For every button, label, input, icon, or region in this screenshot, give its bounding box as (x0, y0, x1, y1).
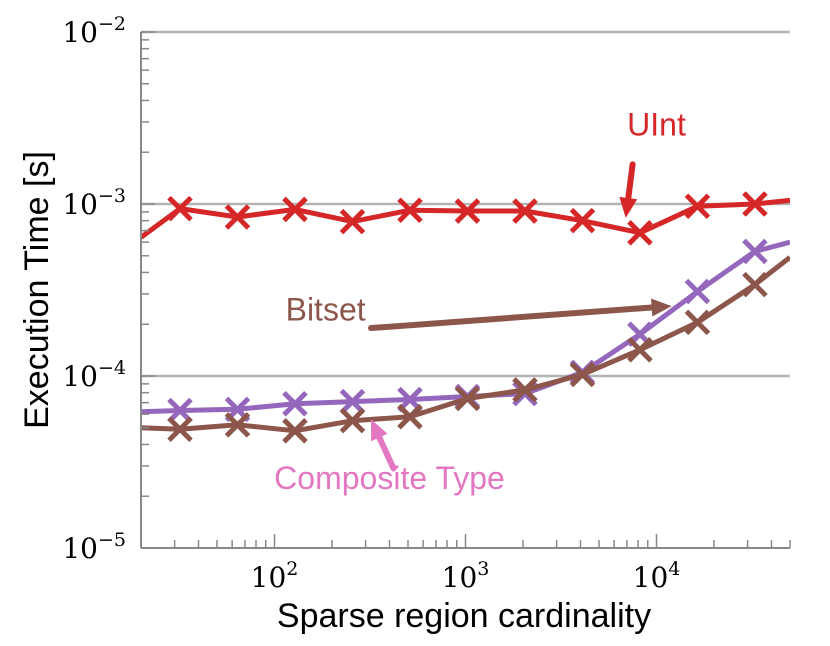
marker-stroke (282, 196, 308, 223)
marker-stroke (742, 191, 768, 217)
tick-base: 10 (633, 561, 669, 594)
marker-stroke (282, 418, 308, 444)
tick-exponent: 3 (477, 558, 489, 580)
data-point-marker (742, 271, 768, 298)
y-tick-label: 10−4 (62, 357, 126, 393)
marker-stroke (684, 193, 711, 220)
tick-exponent: −4 (98, 357, 126, 379)
tick-base: 10 (62, 532, 98, 565)
marker-stroke (742, 271, 768, 298)
marker-stroke (684, 309, 711, 336)
marker-stroke (512, 198, 538, 224)
data-point-marker (627, 337, 653, 363)
data-point-marker (627, 220, 653, 246)
data-point-marker (282, 418, 308, 444)
data-point-marker (339, 407, 366, 434)
tick-exponent: 2 (286, 558, 298, 580)
x-tick-label: 104 (633, 558, 681, 594)
annotation-arrow-head (651, 298, 672, 317)
data-point-marker (397, 197, 423, 223)
marker-stroke (397, 403, 423, 430)
y-tick-label: 10−2 (62, 13, 126, 49)
data-point-marker (454, 198, 481, 224)
marker-stroke (397, 197, 423, 223)
marker-stroke (167, 416, 193, 443)
tick-base: 10 (62, 360, 98, 393)
marker-stroke (569, 207, 596, 234)
tick-exponent: −2 (98, 13, 126, 35)
tick-exponent: 4 (668, 558, 680, 580)
annotation-label: UInt (627, 107, 686, 143)
marker-stroke (282, 390, 308, 417)
annotation-arrow-shaft (376, 434, 397, 472)
series-layer (141, 191, 790, 444)
data-point-marker (282, 390, 308, 417)
tick-base: 10 (62, 16, 98, 49)
tick-base: 10 (442, 561, 478, 594)
tick-base: 10 (251, 561, 287, 594)
gridlines (141, 30, 790, 378)
y-tick-label: 10−3 (62, 185, 126, 221)
marker-stroke (627, 220, 653, 246)
annotation-label: Bitset (286, 292, 366, 328)
tick-base: 10 (62, 188, 98, 221)
marker-stroke (684, 278, 711, 305)
data-point-marker (569, 361, 596, 388)
data-point-marker (684, 309, 711, 336)
tick-exponent: −3 (98, 185, 126, 207)
marker-stroke (454, 198, 481, 224)
series-bitset (141, 255, 790, 444)
data-point-marker (224, 412, 251, 438)
data-point-marker (282, 196, 308, 223)
annotation-arrow-head (619, 196, 638, 218)
x-axis-title: Sparse region cardinality (277, 597, 651, 635)
data-point-marker (512, 377, 538, 403)
tick-exponent: −5 (98, 529, 126, 551)
annotation-uint: UInt (619, 107, 686, 218)
data-point-marker (397, 403, 423, 430)
y-axis-title: Execution Time [s] (18, 151, 56, 429)
marker-stroke (569, 361, 596, 388)
data-point-marker (167, 416, 193, 443)
series-uint (141, 191, 790, 246)
x-tick-label: 102 (251, 558, 299, 594)
data-point-marker (224, 204, 251, 230)
marker-stroke (742, 238, 768, 265)
data-point-marker (742, 191, 768, 217)
marker-stroke (512, 377, 538, 403)
data-point-marker (569, 207, 596, 234)
marker-stroke (627, 337, 653, 363)
marker-stroke (339, 407, 366, 434)
data-point-marker (454, 385, 481, 412)
data-point-marker (339, 208, 366, 235)
marker-stroke (454, 385, 481, 412)
annotation-composite-type: Composite Type (274, 419, 505, 496)
data-point-marker (339, 388, 366, 415)
y-tick-label: 10−5 (62, 529, 126, 565)
annotations: UInt Bitset Composite Type (274, 107, 686, 497)
x-tick-label: 103 (442, 558, 490, 594)
data-point-marker (742, 238, 768, 265)
marker-stroke (339, 388, 366, 415)
marker-stroke (167, 397, 193, 424)
marker-stroke (167, 195, 193, 222)
data-point-marker (512, 198, 538, 224)
data-point-marker (684, 278, 711, 305)
data-point-marker (167, 195, 193, 222)
marker-stroke (339, 208, 366, 235)
data-point-marker (167, 397, 193, 424)
marker-stroke (224, 204, 251, 230)
annotation-arrow-shaft (625, 161, 636, 202)
data-point-marker (684, 193, 711, 220)
annotation-arrow-shaft (367, 304, 655, 332)
annotation-arrow-head (370, 419, 388, 442)
annotation-bitset: Bitset (286, 292, 672, 332)
marker-stroke (224, 412, 251, 438)
